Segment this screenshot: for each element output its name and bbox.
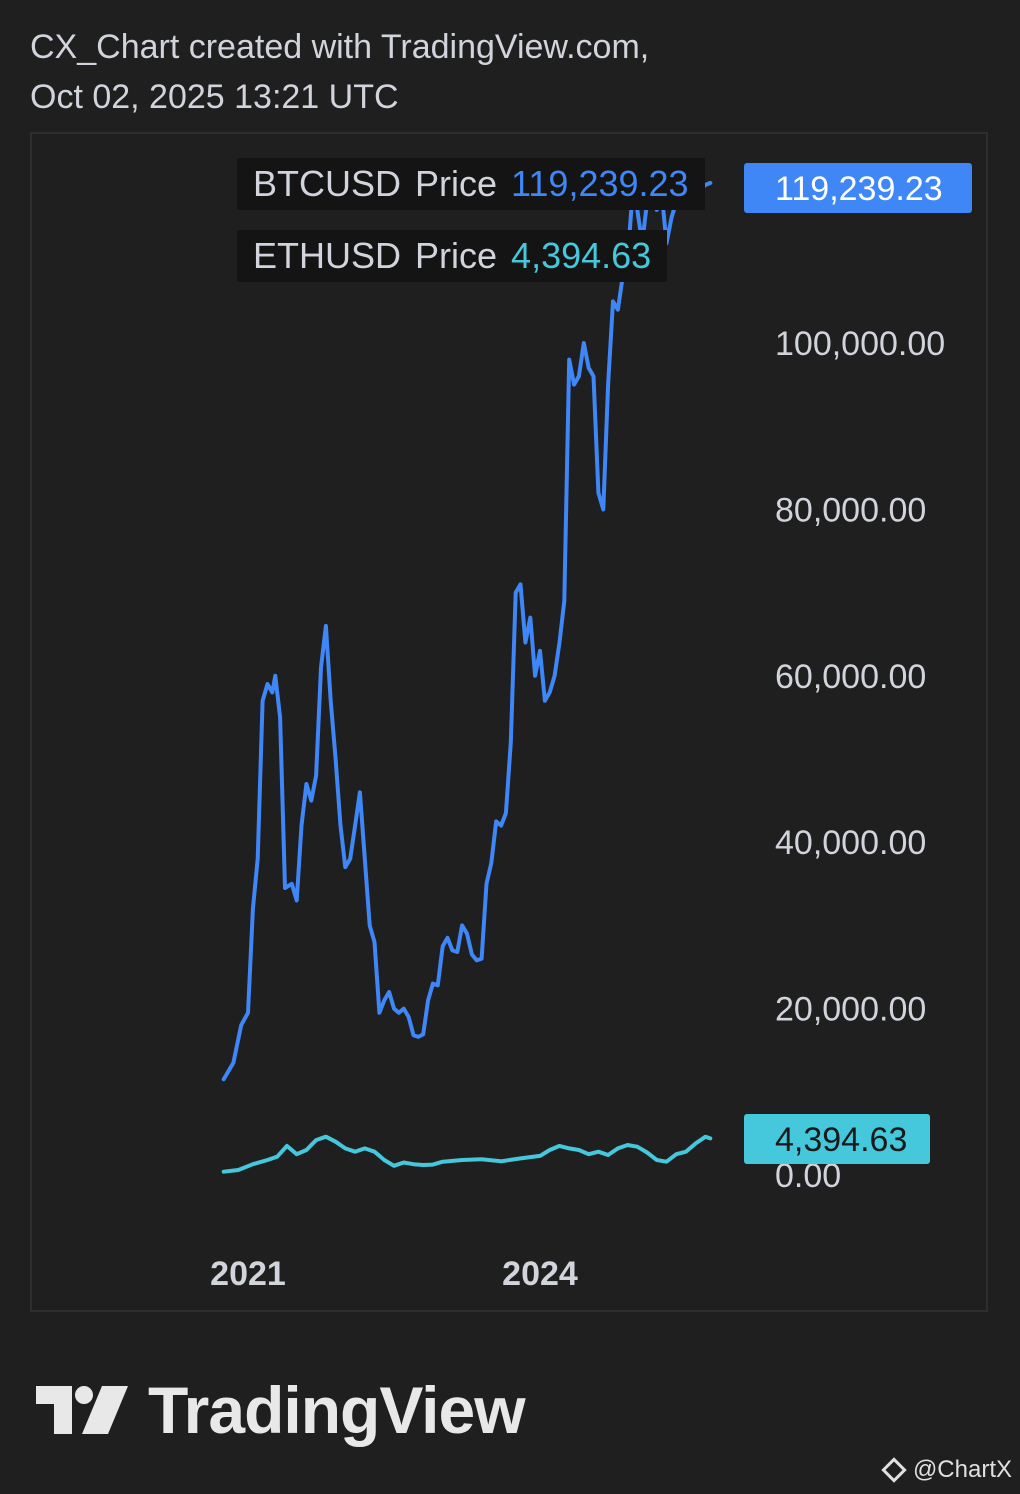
y-tick-label: 60,000.00 — [775, 658, 926, 696]
chart-header: CX_Chart created with TradingView.com, O… — [30, 22, 649, 122]
legend-symbol: ETHUSD — [253, 235, 402, 276]
legend-value: 119,239.23 — [511, 163, 689, 204]
legend-symbol: BTCUSD — [253, 163, 402, 204]
y-tick-label: 40,000.00 — [775, 824, 926, 862]
legend-ethusd: ETHUSD Price 4,394.63 — [237, 230, 668, 282]
header-title: CX_Chart created with TradingView.com, — [30, 28, 650, 66]
x-tick-label: 2024 — [502, 1255, 578, 1293]
legend-value: 4,394.63 — [511, 235, 652, 276]
price-tag-label: 119,239.23 — [775, 170, 943, 208]
tradingview-logo-text: TradingView — [148, 1373, 526, 1447]
price-tag — [744, 1114, 930, 1164]
binance-icon — [881, 1457, 907, 1483]
header-timestamp: Oct 02, 2025 13:21 UTC — [30, 78, 399, 116]
y-tick-label: 100,000.00 — [775, 325, 945, 363]
legend-btcusd: BTCUSD Price 119,239.23 — [237, 158, 705, 210]
price-tag — [744, 163, 972, 213]
watermark-text: @ChartX — [912, 1456, 1012, 1483]
tradingview-logo-icon — [36, 1386, 128, 1434]
series-line-ethusd — [221, 1134, 713, 1174]
y-tick-label: 20,000.00 — [775, 991, 926, 1029]
series-line-btcusd — [221, 180, 713, 1082]
legend-label: Price — [415, 235, 498, 276]
price-tag-label: 4,394.63 — [775, 1121, 907, 1159]
y-tick-label: 80,000.00 — [775, 491, 926, 529]
watermark: @ChartX — [881, 1456, 1012, 1484]
chart-frame — [30, 132, 988, 1312]
x-tick-label: 2021 — [210, 1255, 286, 1293]
tradingview-logo: TradingView — [36, 1373, 526, 1447]
legend-label: Price — [415, 163, 498, 204]
